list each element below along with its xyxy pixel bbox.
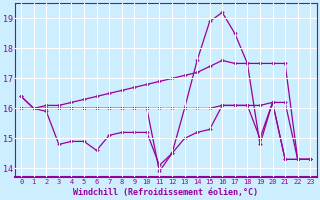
X-axis label: Windchill (Refroidissement éolien,°C): Windchill (Refroidissement éolien,°C) [73,188,258,197]
